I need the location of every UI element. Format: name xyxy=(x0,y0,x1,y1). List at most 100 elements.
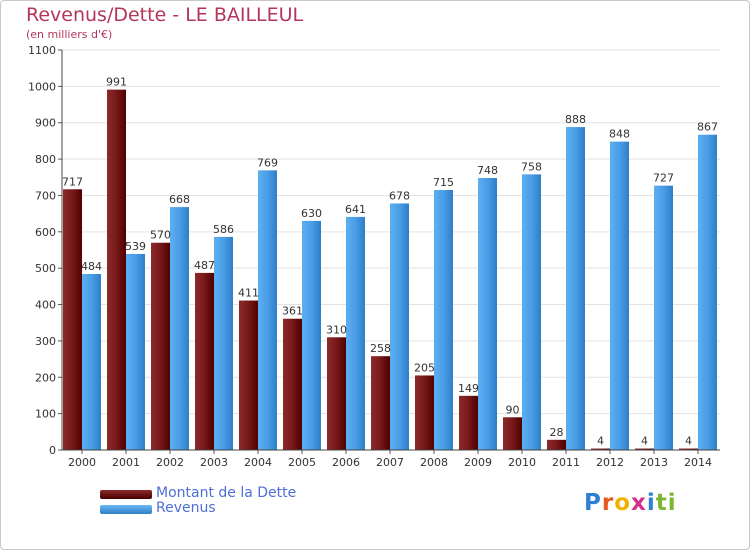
y-tick-label: 900 xyxy=(35,117,56,130)
bar-revenus-2010 xyxy=(522,174,541,450)
y-tick-label: 800 xyxy=(35,153,56,166)
x-tick-label: 2008 xyxy=(420,456,448,469)
data-label-revenus-2006: 641 xyxy=(345,203,366,216)
bar-revenus-2005 xyxy=(302,220,321,450)
data-label-revenus-2005: 630 xyxy=(301,207,322,220)
data-label-debt-2002: 570 xyxy=(150,229,171,242)
data-label-debt-2003: 487 xyxy=(194,259,215,272)
bars-layer xyxy=(63,89,717,451)
x-tick-label: 2003 xyxy=(200,456,228,469)
x-tick-label: 2000 xyxy=(68,456,96,469)
data-label-debt-2011: 28 xyxy=(550,426,564,439)
x-tick-label: 2005 xyxy=(288,456,316,469)
bar-debt-2006 xyxy=(327,337,346,450)
bar-debt-2010 xyxy=(503,417,522,450)
bar-debt-2012 xyxy=(591,448,610,450)
x-tick-label: 2014 xyxy=(684,456,712,469)
bar-revenus-2012 xyxy=(610,141,629,451)
bar-revenus-2003 xyxy=(214,236,233,450)
y-tick-label: 500 xyxy=(35,262,56,275)
logo-letter: o xyxy=(614,490,632,516)
x-tick-label: 2009 xyxy=(464,456,492,469)
bar-revenus-2002 xyxy=(170,207,189,450)
y-tick-label: 100 xyxy=(35,408,56,421)
data-label-revenus-2012: 848 xyxy=(609,128,630,141)
bar-revenus-2001 xyxy=(126,254,145,450)
logo-letter: x xyxy=(631,490,647,516)
data-label-revenus-2001: 539 xyxy=(125,240,146,253)
data-label-debt-2007: 258 xyxy=(370,342,391,355)
bar-revenus-2006 xyxy=(346,216,365,450)
x-tick-label: 2012 xyxy=(596,456,624,469)
bar-revenus-2014 xyxy=(698,134,717,450)
bar-revenus-2011 xyxy=(566,127,585,450)
bar-debt-2002 xyxy=(151,242,170,450)
bar-debt-2009 xyxy=(459,395,478,450)
data-label-debt-2001: 991 xyxy=(106,76,127,89)
data-label-debt-2005: 361 xyxy=(282,305,303,318)
data-label-revenus-2013: 727 xyxy=(653,172,674,185)
legend-swatch-revenus xyxy=(100,505,152,514)
data-label-debt-2010: 90 xyxy=(506,403,520,416)
data-label-revenus-2011: 888 xyxy=(565,113,586,126)
data-label-debt-2013: 4 xyxy=(641,435,648,448)
bar-debt-2014 xyxy=(679,448,698,450)
labels-layer: 717 484 991 539 570 668 487 586 411 769 361 630 310 6… xyxy=(62,76,718,448)
bar-revenus-2007 xyxy=(390,203,409,450)
chart-subtitle: (en milliers d'€) xyxy=(26,28,113,41)
bar-debt-2003 xyxy=(195,272,214,450)
bar-revenus-2008 xyxy=(434,190,453,450)
logo-letter: i xyxy=(667,490,677,516)
data-label-revenus-2008: 715 xyxy=(433,176,454,189)
x-tick-label: 2011 xyxy=(552,456,580,469)
legend-label-revenus: Revenus xyxy=(156,500,216,516)
bar-debt-2008 xyxy=(415,375,434,450)
bar-debt-2005 xyxy=(283,318,302,450)
legend-label-debt: Montant de la Dette xyxy=(156,485,297,501)
data-label-debt-2004: 411 xyxy=(238,287,259,300)
bar-revenus-2009 xyxy=(478,178,497,450)
logo-letter: i xyxy=(646,490,656,516)
data-label-debt-2000: 717 xyxy=(62,175,83,188)
y-tick-label: 600 xyxy=(35,226,56,239)
y-tick-label: 400 xyxy=(35,299,56,312)
x-tick-label: 2004 xyxy=(244,456,272,469)
bar-revenus-2000 xyxy=(82,274,101,450)
bar-debt-2000 xyxy=(63,189,82,451)
logo-letter: t xyxy=(655,490,668,516)
x-tick-label: 2006 xyxy=(332,456,360,469)
bar-revenus-2004 xyxy=(258,170,277,450)
bar-debt-2001 xyxy=(107,89,126,451)
data-label-debt-2012: 4 xyxy=(597,435,604,448)
proxiti-logo[interactable]: Proxiti xyxy=(584,490,677,516)
logo-letter: r xyxy=(601,490,615,516)
x-tick-label: 2013 xyxy=(640,456,668,469)
legend-swatch-debt xyxy=(100,490,152,499)
data-label-revenus-2002: 668 xyxy=(169,193,190,206)
data-label-debt-2014: 4 xyxy=(685,435,692,448)
data-label-revenus-2007: 678 xyxy=(389,189,410,202)
data-label-revenus-2009: 748 xyxy=(477,164,498,177)
data-label-debt-2008: 205 xyxy=(414,361,435,374)
y-tick-label: 700 xyxy=(35,189,56,202)
data-label-revenus-2010: 758 xyxy=(521,160,542,173)
x-tick-label: 2007 xyxy=(376,456,404,469)
x-tick-label: 2002 xyxy=(156,456,184,469)
logo-letter: P xyxy=(584,490,602,516)
data-label-revenus-2014: 867 xyxy=(697,121,718,134)
bar-debt-2007 xyxy=(371,356,390,450)
bar-debt-2013 xyxy=(635,448,654,450)
data-label-revenus-2004: 769 xyxy=(257,156,278,169)
axis-layer: 0 100 200 300 400 500 600 700 800 900 1000 1100 2000… xyxy=(28,44,720,469)
data-label-revenus-2003: 586 xyxy=(213,223,234,236)
x-tick-label: 2001 xyxy=(112,456,140,469)
bar-debt-2011 xyxy=(547,439,566,450)
data-label-debt-2006: 310 xyxy=(326,323,347,336)
y-tick-label: 1100 xyxy=(28,44,56,57)
y-tick-label: 1000 xyxy=(28,80,56,93)
y-tick-label: 200 xyxy=(35,371,56,384)
bar-revenus-2013 xyxy=(654,185,673,451)
y-tick-label: 300 xyxy=(35,335,56,348)
y-tick-label: 0 xyxy=(49,444,56,457)
data-label-revenus-2000: 484 xyxy=(81,260,102,273)
